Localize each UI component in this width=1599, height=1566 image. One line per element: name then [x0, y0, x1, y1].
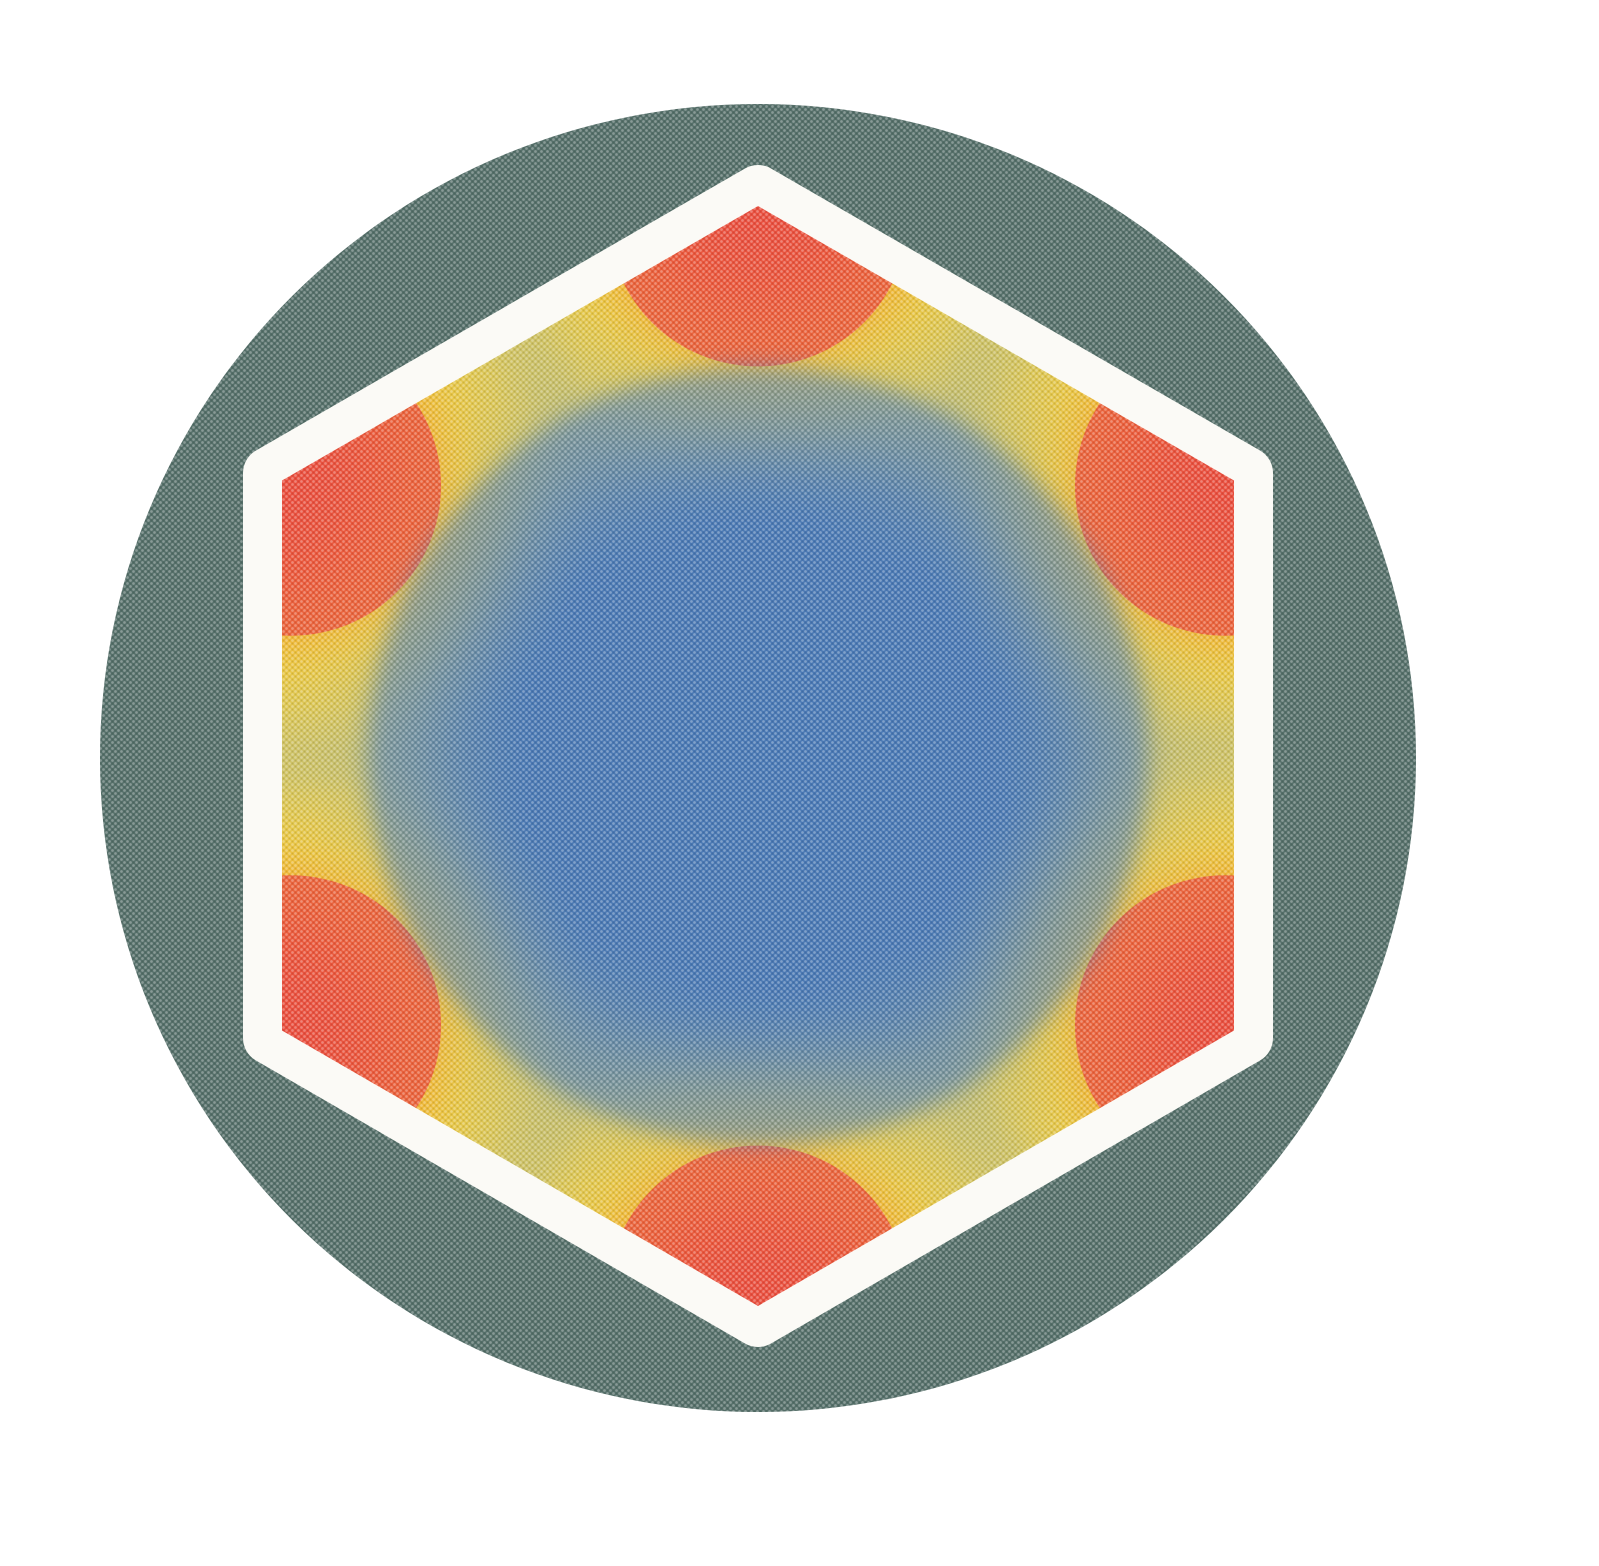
gamma-point-minimum: [368, 366, 1148, 1146]
white-hexagon-border-top: [256, 178, 1260, 1334]
